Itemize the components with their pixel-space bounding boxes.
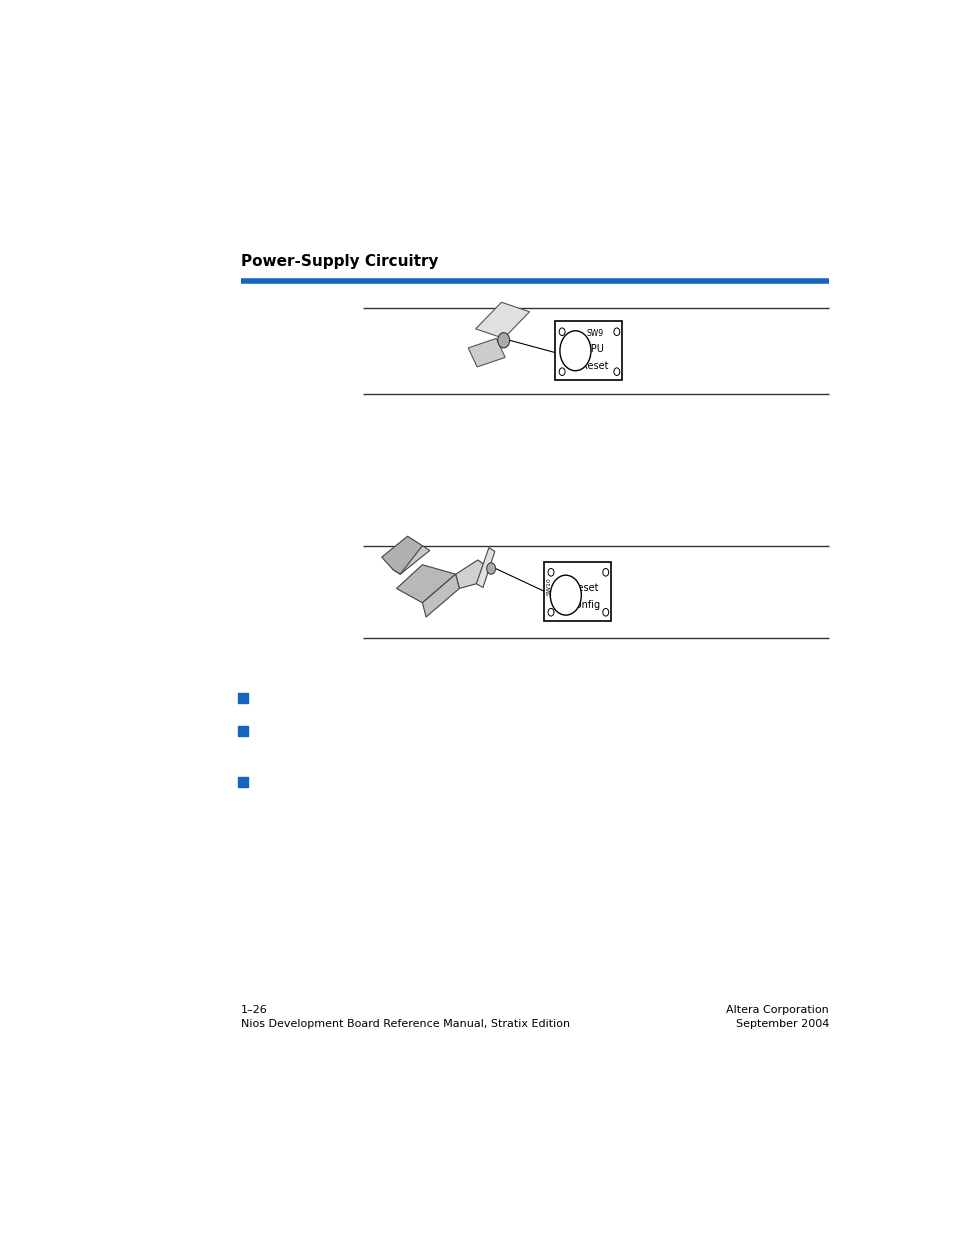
- Text: Nios Development Board Reference Manual, Stratix Edition: Nios Development Board Reference Manual,…: [241, 1019, 570, 1029]
- Polygon shape: [468, 338, 505, 367]
- Circle shape: [497, 332, 509, 348]
- Circle shape: [547, 609, 554, 616]
- Text: SW9: SW9: [585, 330, 602, 338]
- Polygon shape: [456, 559, 491, 589]
- Circle shape: [547, 568, 554, 576]
- Circle shape: [558, 368, 564, 375]
- Circle shape: [559, 331, 590, 370]
- Text: Altera Corporation: Altera Corporation: [725, 1005, 828, 1015]
- Circle shape: [613, 368, 619, 375]
- Text: CPU: CPU: [584, 343, 604, 354]
- Polygon shape: [476, 303, 529, 338]
- Circle shape: [613, 329, 619, 336]
- Polygon shape: [396, 564, 456, 603]
- Polygon shape: [393, 546, 429, 574]
- Text: Power-Supply Circuitry: Power-Supply Circuitry: [241, 254, 438, 269]
- Text: September 2004: September 2004: [735, 1019, 828, 1029]
- Circle shape: [602, 568, 608, 576]
- Circle shape: [602, 609, 608, 616]
- Text: Reset: Reset: [580, 361, 608, 370]
- Circle shape: [486, 563, 495, 574]
- FancyBboxPatch shape: [544, 562, 610, 621]
- Circle shape: [558, 329, 564, 336]
- Text: Config: Config: [569, 600, 600, 610]
- Circle shape: [550, 576, 580, 615]
- FancyBboxPatch shape: [555, 321, 621, 380]
- Polygon shape: [476, 547, 495, 588]
- Text: Reset: Reset: [571, 583, 598, 593]
- Polygon shape: [381, 536, 422, 574]
- Text: SW10: SW10: [546, 578, 552, 595]
- Text: 1–26: 1–26: [241, 1005, 268, 1015]
- Polygon shape: [422, 574, 459, 618]
